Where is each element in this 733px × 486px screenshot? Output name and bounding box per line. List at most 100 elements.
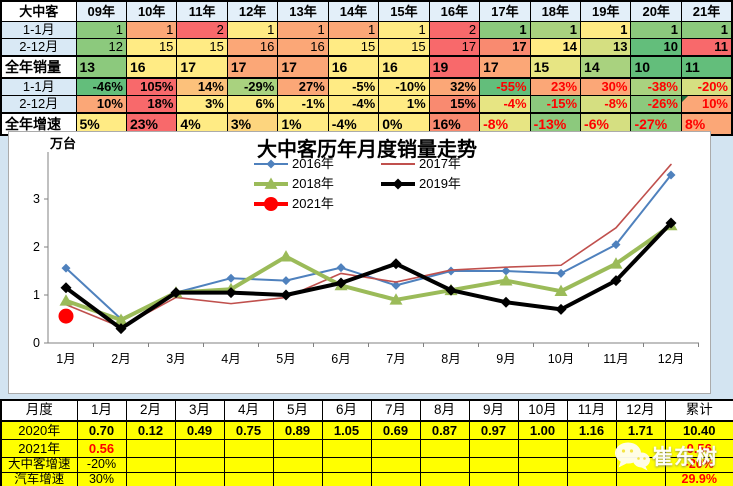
data-cell: 2 [176, 21, 228, 39]
year-header-cell: 17年 [479, 0, 531, 22]
series-marker [266, 159, 276, 169]
y-tick-label: 0 [33, 336, 40, 350]
data-cell: 3% [176, 95, 228, 114]
bottom-row-label: 大中客增速 [0, 457, 78, 473]
bottom-data-cell [272, 457, 323, 473]
month-header-cell: 月度 [0, 399, 78, 422]
year-header-cell: 09年 [75, 0, 127, 22]
bottom-data-cell [370, 439, 421, 458]
data-cell: -27% [630, 112, 682, 136]
series-marker [389, 293, 403, 305]
data-cell: 17 [277, 55, 329, 79]
series-marker [335, 277, 347, 289]
series-marker [665, 217, 677, 229]
series-marker [170, 287, 182, 299]
legend-label: 2018年 [292, 176, 334, 191]
bottom-row-label: 汽车增速 [0, 472, 78, 486]
series-marker [445, 284, 457, 296]
bottom-data-cell: 0.49 [174, 420, 225, 440]
bottom-data-cell [125, 472, 176, 486]
series-marker [446, 266, 456, 276]
bottom-data-cell [615, 472, 666, 486]
data-cell: 16 [327, 55, 380, 79]
data-cell: 1 [378, 21, 430, 39]
bottom-row-label: 2021年 [0, 439, 78, 458]
bottom-data-cell [223, 457, 274, 473]
data-cell: 15% [428, 95, 481, 114]
series-marker [554, 284, 568, 297]
series-marker [59, 294, 73, 306]
data-cell: 17 [176, 55, 228, 79]
bottom-row-label: 2020年 [0, 420, 78, 440]
top-table-row: 1-1月 -46% 105% 14% -29% 27% -5% -10% 32% -55% 23% 3… [0, 77, 733, 96]
legend-label: 2017年 [419, 156, 461, 171]
data-cell: -15% [529, 95, 582, 114]
bottom-data-cell [615, 439, 666, 458]
year-header-cell: 21年 [680, 0, 733, 22]
bottom-data-cell [174, 439, 225, 458]
bottom-data-cell [615, 457, 666, 473]
y-tick-label: 1 [33, 288, 40, 302]
data-cell: 32% [428, 77, 481, 96]
data-cell: -1% [277, 95, 329, 114]
data-cell: 15 [327, 38, 380, 57]
series-marker [264, 197, 278, 211]
x-tick-label: 7月 [386, 352, 405, 366]
series-marker [279, 250, 293, 262]
data-cell: -13% [529, 112, 582, 136]
x-tick-label: 5月 [276, 352, 295, 366]
x-tick-label: 6月 [331, 352, 350, 366]
series-marker [226, 273, 236, 283]
chart-panel: 大中客历年月度销量走势 万台 0 1 2 3 1月 2月 3月 4月 5月 6月 7月 8月 9月 10月 11… [8, 131, 711, 394]
data-cell: 30% [580, 77, 632, 96]
month-header-cell: 2月 [125, 399, 176, 422]
data-cell: -10% [378, 77, 430, 96]
data-cell: 16 [277, 38, 329, 57]
bottom-data-cell [223, 439, 274, 458]
data-cell: 8% [680, 112, 733, 136]
bottom-table-row: 大中客增速 -20% -20% [0, 457, 733, 473]
month-header-cell: 4月 [223, 399, 274, 422]
data-cell: 1 [125, 21, 178, 39]
cell-corner-flag [682, 96, 688, 102]
series-marker [609, 257, 623, 269]
bottom-data-cell [566, 439, 617, 458]
bottom-data-cell: 0.12 [125, 420, 176, 440]
data-cell: 10% [680, 95, 733, 114]
data-cell: 11 [680, 55, 733, 79]
data-cell: 13 [580, 38, 632, 57]
data-cell: -4% [327, 112, 380, 136]
bottom-data-cell [419, 472, 470, 486]
bottom-data-cell [517, 472, 568, 486]
bottom-data-cell: 1.05 [321, 420, 372, 440]
year-header-cell: 16年 [428, 0, 481, 22]
bottom-data-cell [517, 457, 568, 473]
bottom-data-cell: 0.75 [223, 420, 274, 440]
data-cell: 10 [630, 38, 682, 57]
series-marker [280, 289, 292, 301]
x-tick-label: 1月 [56, 352, 75, 366]
bottom-data-cell: -20% [664, 457, 733, 473]
bottom-data-cell: 0.97 [468, 420, 519, 440]
series-marker [499, 274, 513, 286]
data-cell: 14 [529, 38, 582, 57]
bottom-table-row: 2021年 0.56 0.56 [0, 439, 733, 458]
month-header-cell: 5月 [272, 399, 323, 422]
data-cell: 15 [176, 38, 228, 57]
data-cell: 15 [125, 38, 178, 57]
legend-label: 2019年 [419, 176, 461, 191]
bottom-data-cell: 0.87 [419, 420, 470, 440]
data-cell: 11 [680, 38, 733, 57]
x-tick-label: 9月 [496, 352, 515, 366]
month-header-cell: 1月 [76, 399, 127, 422]
data-cell: 17 [479, 55, 531, 79]
row-label: 全年销量 [0, 55, 77, 79]
row-label: 2-12月 [0, 38, 77, 57]
x-tick-label: 3月 [166, 352, 185, 366]
bottom-data-cell [272, 439, 323, 458]
series-marker [61, 263, 71, 273]
data-cell: 10% [75, 95, 127, 114]
bottom-data-cell: -20% [76, 457, 127, 473]
year-header-cell: 20年 [630, 0, 682, 22]
